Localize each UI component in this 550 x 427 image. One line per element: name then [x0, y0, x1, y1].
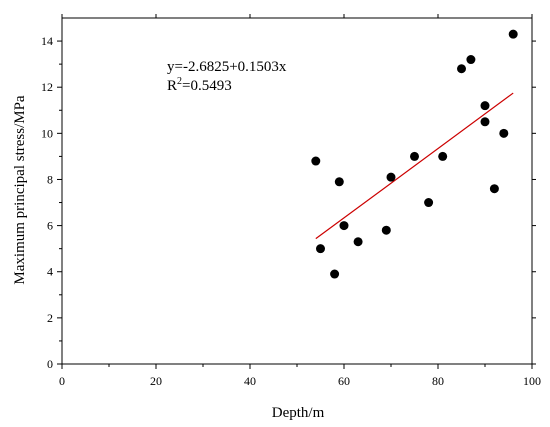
- data-point: [353, 237, 363, 247]
- data-point: [480, 117, 490, 127]
- data-point: [410, 151, 419, 161]
- r-squared-value: =0.5493: [182, 78, 232, 94]
- x-tick-label: 40: [244, 374, 256, 388]
- r-squared-label: R2=0.5493: [167, 76, 232, 94]
- y-tick-label: 2: [47, 311, 53, 325]
- y-tick-label: 10: [41, 126, 53, 140]
- regression-line: [315, 92, 514, 240]
- data-points-group: [311, 29, 518, 279]
- data-point: [386, 172, 396, 182]
- data-point: [316, 244, 325, 254]
- y-tick-label: 12: [41, 80, 53, 94]
- equation-label: y=-2.6825+0.1503x: [167, 59, 287, 75]
- data-point: [330, 269, 340, 279]
- y-axis-title: Maximum principal stress/MPa: [12, 95, 28, 284]
- axes-group: 0 20 40 60 80 100 0 2 4 6 8 10 12 14: [41, 14, 541, 388]
- x-tick-label: 0: [59, 374, 65, 388]
- data-point: [339, 221, 349, 231]
- x-tick-label: 20: [150, 374, 162, 388]
- x-tick-label: 100: [523, 374, 541, 388]
- r-squared-superscript: 2: [177, 76, 182, 87]
- x-tick-label: 60: [338, 374, 350, 388]
- y-tick-label: 6: [47, 219, 53, 233]
- data-point: [489, 184, 499, 194]
- data-point: [381, 225, 391, 235]
- y-tick-label: 0: [47, 357, 53, 371]
- data-point: [334, 177, 344, 187]
- data-point: [508, 29, 518, 39]
- y-tick-label: 8: [47, 172, 53, 186]
- fit-line-group: [315, 92, 514, 240]
- data-point: [466, 55, 476, 65]
- r-squared-prefix: R: [167, 78, 177, 94]
- data-point: [480, 101, 490, 111]
- data-point: [424, 198, 434, 208]
- y-tick-label: 14: [41, 34, 53, 48]
- x-axis-title: Depth/m: [272, 405, 325, 421]
- y-tick-label: 4: [47, 265, 53, 279]
- data-point: [499, 128, 509, 138]
- x-tick-label: 80: [432, 374, 444, 388]
- data-point: [438, 151, 448, 161]
- data-point: [311, 156, 321, 166]
- data-point: [457, 64, 466, 74]
